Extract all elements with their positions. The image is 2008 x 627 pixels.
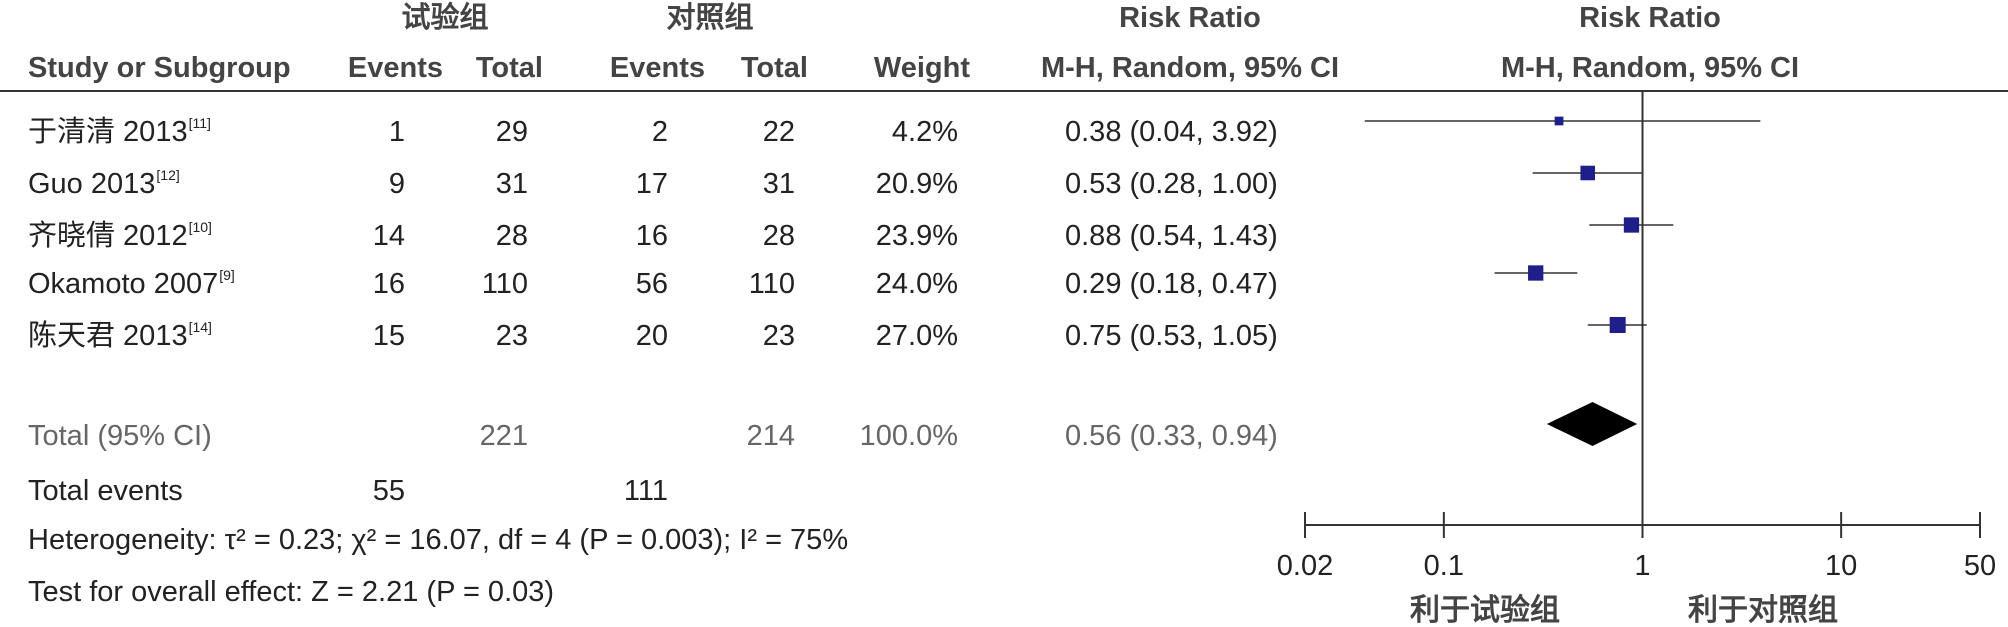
- exp-total: 28: [495, 220, 528, 252]
- ctrl-events-header: Events: [609, 52, 705, 84]
- weight: 23.9%: [875, 220, 958, 252]
- study-marker: [1528, 265, 1544, 281]
- rr-ci: 0.29 (0.18, 0.47): [1065, 268, 1278, 300]
- study-marker: [1609, 317, 1626, 333]
- ctrl-events: 56: [635, 268, 668, 300]
- rr-method-header: M-H, Random, 95% CI: [1040, 52, 1340, 84]
- study-marker: [1554, 116, 1564, 126]
- total-label: Total (95% CI): [28, 420, 212, 452]
- ctrl-events-sum: 111: [623, 475, 668, 507]
- exp-events: 1: [388, 116, 405, 148]
- weight: 4.2%: [891, 116, 958, 148]
- exp-events: 15: [372, 320, 405, 352]
- tick-label: 10: [1825, 550, 1857, 582]
- rr-ci: 0.75 (0.53, 1.05): [1065, 320, 1278, 352]
- pooled-rr-ci: 0.56 (0.33, 0.94): [1065, 420, 1278, 452]
- ctrl-events: 2: [651, 116, 668, 148]
- ctrl-events: 16: [635, 220, 668, 252]
- study-marker: [1580, 165, 1596, 181]
- exp-events: 9: [388, 168, 405, 200]
- rr-ci: 0.88 (0.54, 1.43): [1065, 220, 1278, 252]
- ctrl-total: 110: [748, 268, 795, 300]
- ctrl-total: 28: [762, 220, 795, 252]
- favours-control-label: 利于对照组: [1688, 594, 1838, 627]
- ctrl-total: 23: [762, 320, 795, 352]
- weight-header: Weight: [873, 52, 970, 84]
- weight: 24.0%: [875, 268, 958, 300]
- study-name: Guo 2013[12]: [28, 167, 180, 200]
- tick-label: 1: [1634, 550, 1650, 582]
- exp-total-header: Total: [475, 52, 543, 84]
- exp-total-sum: 221: [479, 420, 528, 452]
- total-events-label: Total events: [28, 475, 183, 507]
- exp-total: 110: [481, 268, 528, 300]
- control-group-header: 对照组: [666, 2, 754, 34]
- rr-ci: 0.38 (0.04, 3.92): [1065, 116, 1278, 148]
- total-weight: 100.0%: [859, 420, 958, 452]
- ctrl-total-header: Total: [740, 52, 808, 84]
- favours-experimental-label: 利于试验组: [1410, 594, 1560, 627]
- ctrl-events: 17: [635, 168, 668, 200]
- study-name: 于清清 2013[11]: [28, 115, 211, 148]
- ctrl-total: 31: [762, 168, 795, 200]
- ctrl-events: 20: [635, 320, 668, 352]
- exp-total: 31: [495, 168, 528, 200]
- pooled-diamond: [1546, 402, 1638, 446]
- weight: 20.9%: [875, 168, 958, 200]
- tick-label: 0.02: [1277, 550, 1333, 582]
- study-name: 陈天君 2013[14]: [28, 319, 212, 352]
- study-column-header: Study or Subgroup: [28, 52, 291, 84]
- experimental-group-header: 试验组: [401, 2, 489, 34]
- study-marker: [1623, 217, 1640, 233]
- weight: 27.0%: [875, 320, 958, 352]
- exp-events: 16: [372, 268, 405, 300]
- exp-events: 14: [372, 220, 405, 252]
- exp-total: 29: [495, 116, 528, 148]
- plot-title: Risk Ratio: [1579, 2, 1721, 34]
- study-name: Okamoto 2007[9]: [28, 267, 235, 300]
- ctrl-total-sum: 214: [746, 420, 795, 452]
- tick-label: 0.1: [1424, 550, 1464, 582]
- study-name: 齐晓倩 2012[10]: [28, 219, 212, 252]
- plot-method-header: M-H, Random, 95% CI: [1500, 52, 1800, 84]
- overall-effect-text: Test for overall effect: Z = 2.21 (P = 0…: [28, 576, 555, 608]
- heterogeneity-text: Heterogeneity: τ² = 0.23; χ² = 16.07, df…: [28, 524, 849, 556]
- rr-column-title: Risk Ratio: [1119, 2, 1261, 34]
- ctrl-total: 22: [762, 116, 795, 148]
- exp-events-sum: 55: [372, 475, 405, 507]
- exp-events-header: Events: [347, 52, 443, 84]
- header-rule: [0, 90, 2008, 92]
- tick-label: 50: [1964, 550, 1996, 582]
- exp-total: 23: [495, 320, 528, 352]
- rr-ci: 0.53 (0.28, 1.00): [1065, 168, 1278, 200]
